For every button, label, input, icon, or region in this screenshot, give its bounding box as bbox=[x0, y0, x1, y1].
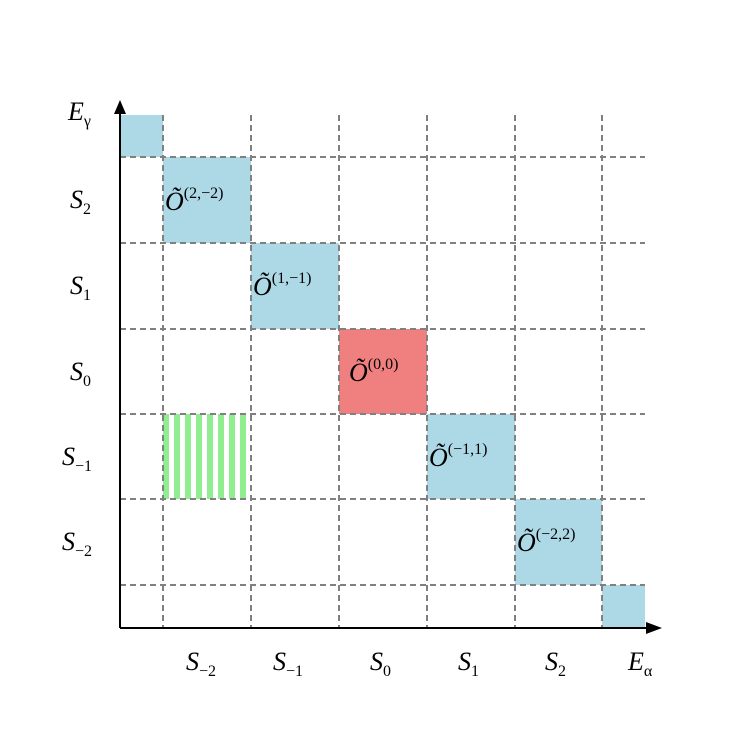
label-part: 0 bbox=[383, 663, 391, 680]
row-labels: S2 S1 S0 S−1 S−2 bbox=[62, 185, 92, 560]
label-part: 1 bbox=[83, 287, 91, 304]
label-part: S bbox=[70, 271, 83, 300]
block bbox=[251, 243, 339, 329]
row-label: S1 bbox=[70, 271, 91, 304]
label-part: γ bbox=[83, 113, 91, 130]
row-label: S−1 bbox=[62, 442, 92, 475]
label-part: −1 bbox=[75, 458, 92, 475]
label-part: S bbox=[458, 647, 471, 676]
label-part: α bbox=[644, 663, 653, 680]
row-label: S−2 bbox=[62, 527, 92, 560]
column-label: S0 bbox=[370, 647, 391, 680]
label-part: 1 bbox=[471, 663, 479, 680]
label-part: (2,−2) bbox=[184, 185, 224, 202]
column-label: S−2 bbox=[186, 647, 216, 680]
x-axis-label: Eα bbox=[627, 647, 653, 680]
label-part: Õ bbox=[429, 443, 448, 472]
block-label: Õ(−2,2) bbox=[517, 526, 575, 557]
row-label: S0 bbox=[70, 357, 91, 390]
column-labels: S−2 S−1 S0 S1 S2 bbox=[186, 647, 566, 680]
axes bbox=[114, 100, 662, 634]
label-part: S bbox=[370, 647, 383, 676]
label-part: S bbox=[62, 442, 75, 471]
corner-block bbox=[120, 115, 163, 157]
label-part: (0,0) bbox=[368, 356, 399, 373]
blocks bbox=[120, 115, 645, 628]
label-part: S bbox=[273, 647, 286, 676]
column-label: S2 bbox=[545, 647, 566, 680]
label-part: Õ bbox=[517, 528, 536, 557]
label-part: −2 bbox=[75, 543, 92, 560]
column-label: S−1 bbox=[273, 647, 303, 680]
block-labels: Õ(2,−2) Õ(1,−1) Õ(0,0) Õ(−1,1) Õ(−2,2) bbox=[165, 185, 575, 557]
column-label: S1 bbox=[458, 647, 479, 680]
striped-block bbox=[163, 414, 246, 499]
label-part: 0 bbox=[83, 373, 91, 390]
label-part: S bbox=[62, 527, 75, 556]
label-part: −1 bbox=[286, 663, 303, 680]
label-part: Õ bbox=[253, 272, 272, 301]
block bbox=[339, 329, 427, 414]
label-part: (−1,1) bbox=[448, 441, 488, 458]
block-label: Õ(0,0) bbox=[349, 356, 398, 387]
label-part: (−2,2) bbox=[536, 526, 576, 543]
label-part: S bbox=[186, 647, 199, 676]
label-part: S bbox=[70, 357, 83, 386]
label-part: E bbox=[67, 97, 84, 126]
label-part: S bbox=[545, 647, 558, 676]
label-part: Õ bbox=[165, 187, 184, 216]
corner-block bbox=[602, 585, 645, 628]
block-label: Õ(−1,1) bbox=[429, 441, 487, 472]
grid bbox=[120, 115, 645, 628]
label-part: 2 bbox=[83, 201, 91, 218]
block-label: Õ(2,−2) bbox=[165, 185, 223, 216]
label-part: Õ bbox=[349, 358, 368, 387]
block bbox=[515, 499, 602, 585]
row-label: S2 bbox=[70, 185, 91, 218]
label-part: (1,−1) bbox=[272, 270, 312, 287]
label-part: −2 bbox=[199, 663, 216, 680]
label-part: S bbox=[70, 185, 83, 214]
label-part: E bbox=[627, 647, 644, 676]
label-part: 2 bbox=[558, 663, 566, 680]
y-axis-label: Eγ bbox=[67, 97, 91, 130]
block bbox=[427, 414, 515, 499]
block-label: Õ(1,−1) bbox=[253, 270, 311, 301]
block bbox=[163, 157, 251, 243]
